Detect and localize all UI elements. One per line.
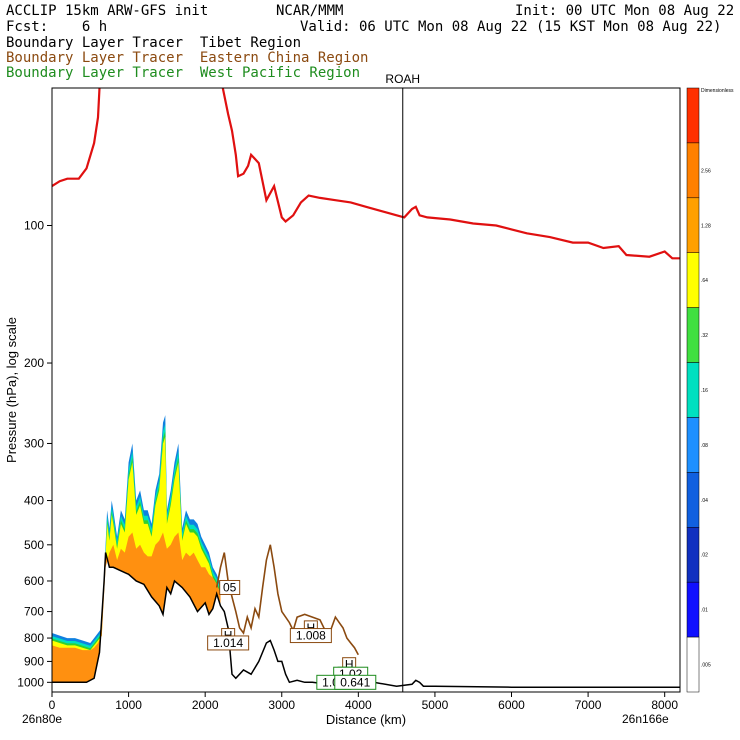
annotation-label: 0.641 [340,675,370,689]
colorbar-swatch [686,362,700,418]
header-title: ACCLIP 15km ARW-GFS init [6,3,209,19]
colorbar-swatch [686,142,700,199]
right-end-label: 26n166e [622,712,669,726]
tracer-orange-band [52,532,221,683]
colorbar-swatch [686,307,700,363]
legend-eastern-china: Boundary Layer Tracer Eastern China Regi… [6,50,369,66]
x-tick-label: 0 [49,698,56,712]
colorbar-label: .01 [701,608,708,614]
x-tick-label: 2000 [192,698,219,712]
colorbar-label: .16 [701,388,708,394]
y-tick-label: 400 [24,494,44,508]
colorbar: Dimensionless 2.56 1.28 .64 .32 .16 .08 .04 .02.… [686,87,734,693]
colorbar-label: .08 [701,443,708,449]
y-tick-label: 1000 [17,675,44,689]
colorbar-swatch [686,636,700,693]
left-end-label: 26n80e [22,712,62,726]
x-tick-label: 7000 [575,698,602,712]
y-tick-label: 100 [24,219,44,233]
colorbar-label: .64 [701,278,708,284]
colorbar-swatch [686,197,700,253]
x-tick-label: 8000 [651,698,678,712]
y-tick-label: 200 [24,356,44,370]
header-forecast: Fcst: 6 h [6,19,108,35]
colorbar-label: .04 [701,498,708,504]
y-tick-label: 900 [24,654,44,668]
y-tick-label: 600 [24,574,44,588]
header-valid: Valid: 06 UTC Mon 08 Aug 22 (15 KST Mon … [300,19,722,35]
eastern-china-contour [215,544,360,656]
tropopause-line-left [52,88,101,188]
x-tick-label: 1000 [115,698,142,712]
colorbar-swatch [686,417,700,473]
legend-tibet: Boundary Layer Tracer Tibet Region [6,35,302,51]
annotation-label: 1.008 [296,629,326,643]
annotation-box [289,628,332,644]
annotation-box [334,674,377,690]
tropopause-line-right [221,88,680,260]
y-tick-label: 300 [24,436,44,450]
colorbar-swatch [686,252,700,308]
colorbar-label: 1.28 [701,223,711,229]
legend-west-pacific: Boundary Layer Tracer West Pacific Regio… [6,65,361,81]
x-tick-label: 3000 [268,698,295,712]
annotation-label: 05 [223,580,237,594]
y-tick-label: 700 [24,605,44,619]
annotation-box [219,579,241,595]
colorbar-label: .005 [701,663,711,669]
colorbar-swatch [686,581,700,638]
x-tick-label: 6000 [498,698,525,712]
colorbar-label: .32 [701,333,708,339]
x-tick-label: 5000 [422,698,449,712]
header-center: NCAR/MMM [276,3,344,19]
y-tick-label: 800 [24,631,44,645]
colorbar-swatch [686,472,700,528]
axes: ROAH 0 1000 2000 3000 4000 5000 6000 7000 8000 100… [17,72,678,712]
terrain-line [52,552,680,688]
colorbar-label: Dimensionless [701,88,734,94]
annotation-label: H [345,658,354,672]
colorbar-label: 2.56 [701,168,711,174]
x-tick-label: 4000 [345,698,372,712]
colorbar-label: .02 [701,553,708,559]
colorbar-swatch [686,87,700,144]
plot-frame [51,87,681,693]
colorbar-swatch [686,527,700,583]
y-axis-label: Pressure (hPa), log scale [4,317,19,463]
annotation-label: 1.014 [213,636,243,650]
annotation-label: H [307,621,316,635]
x-axis-label: Distance (km) [326,712,406,727]
annotation-box [207,635,250,651]
roah-marker-label: ROAH [385,72,420,86]
header-init: Init: 00 UTC Mon 08 Aug 22 [515,3,735,19]
y-tick-label: 500 [24,538,44,552]
